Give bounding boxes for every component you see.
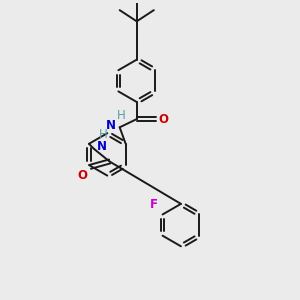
Text: N: N (106, 119, 116, 132)
Text: H: H (99, 128, 108, 141)
Text: H: H (117, 109, 125, 122)
Text: O: O (159, 112, 169, 126)
Text: O: O (77, 169, 88, 182)
Text: F: F (150, 198, 158, 211)
Text: N: N (97, 140, 107, 153)
